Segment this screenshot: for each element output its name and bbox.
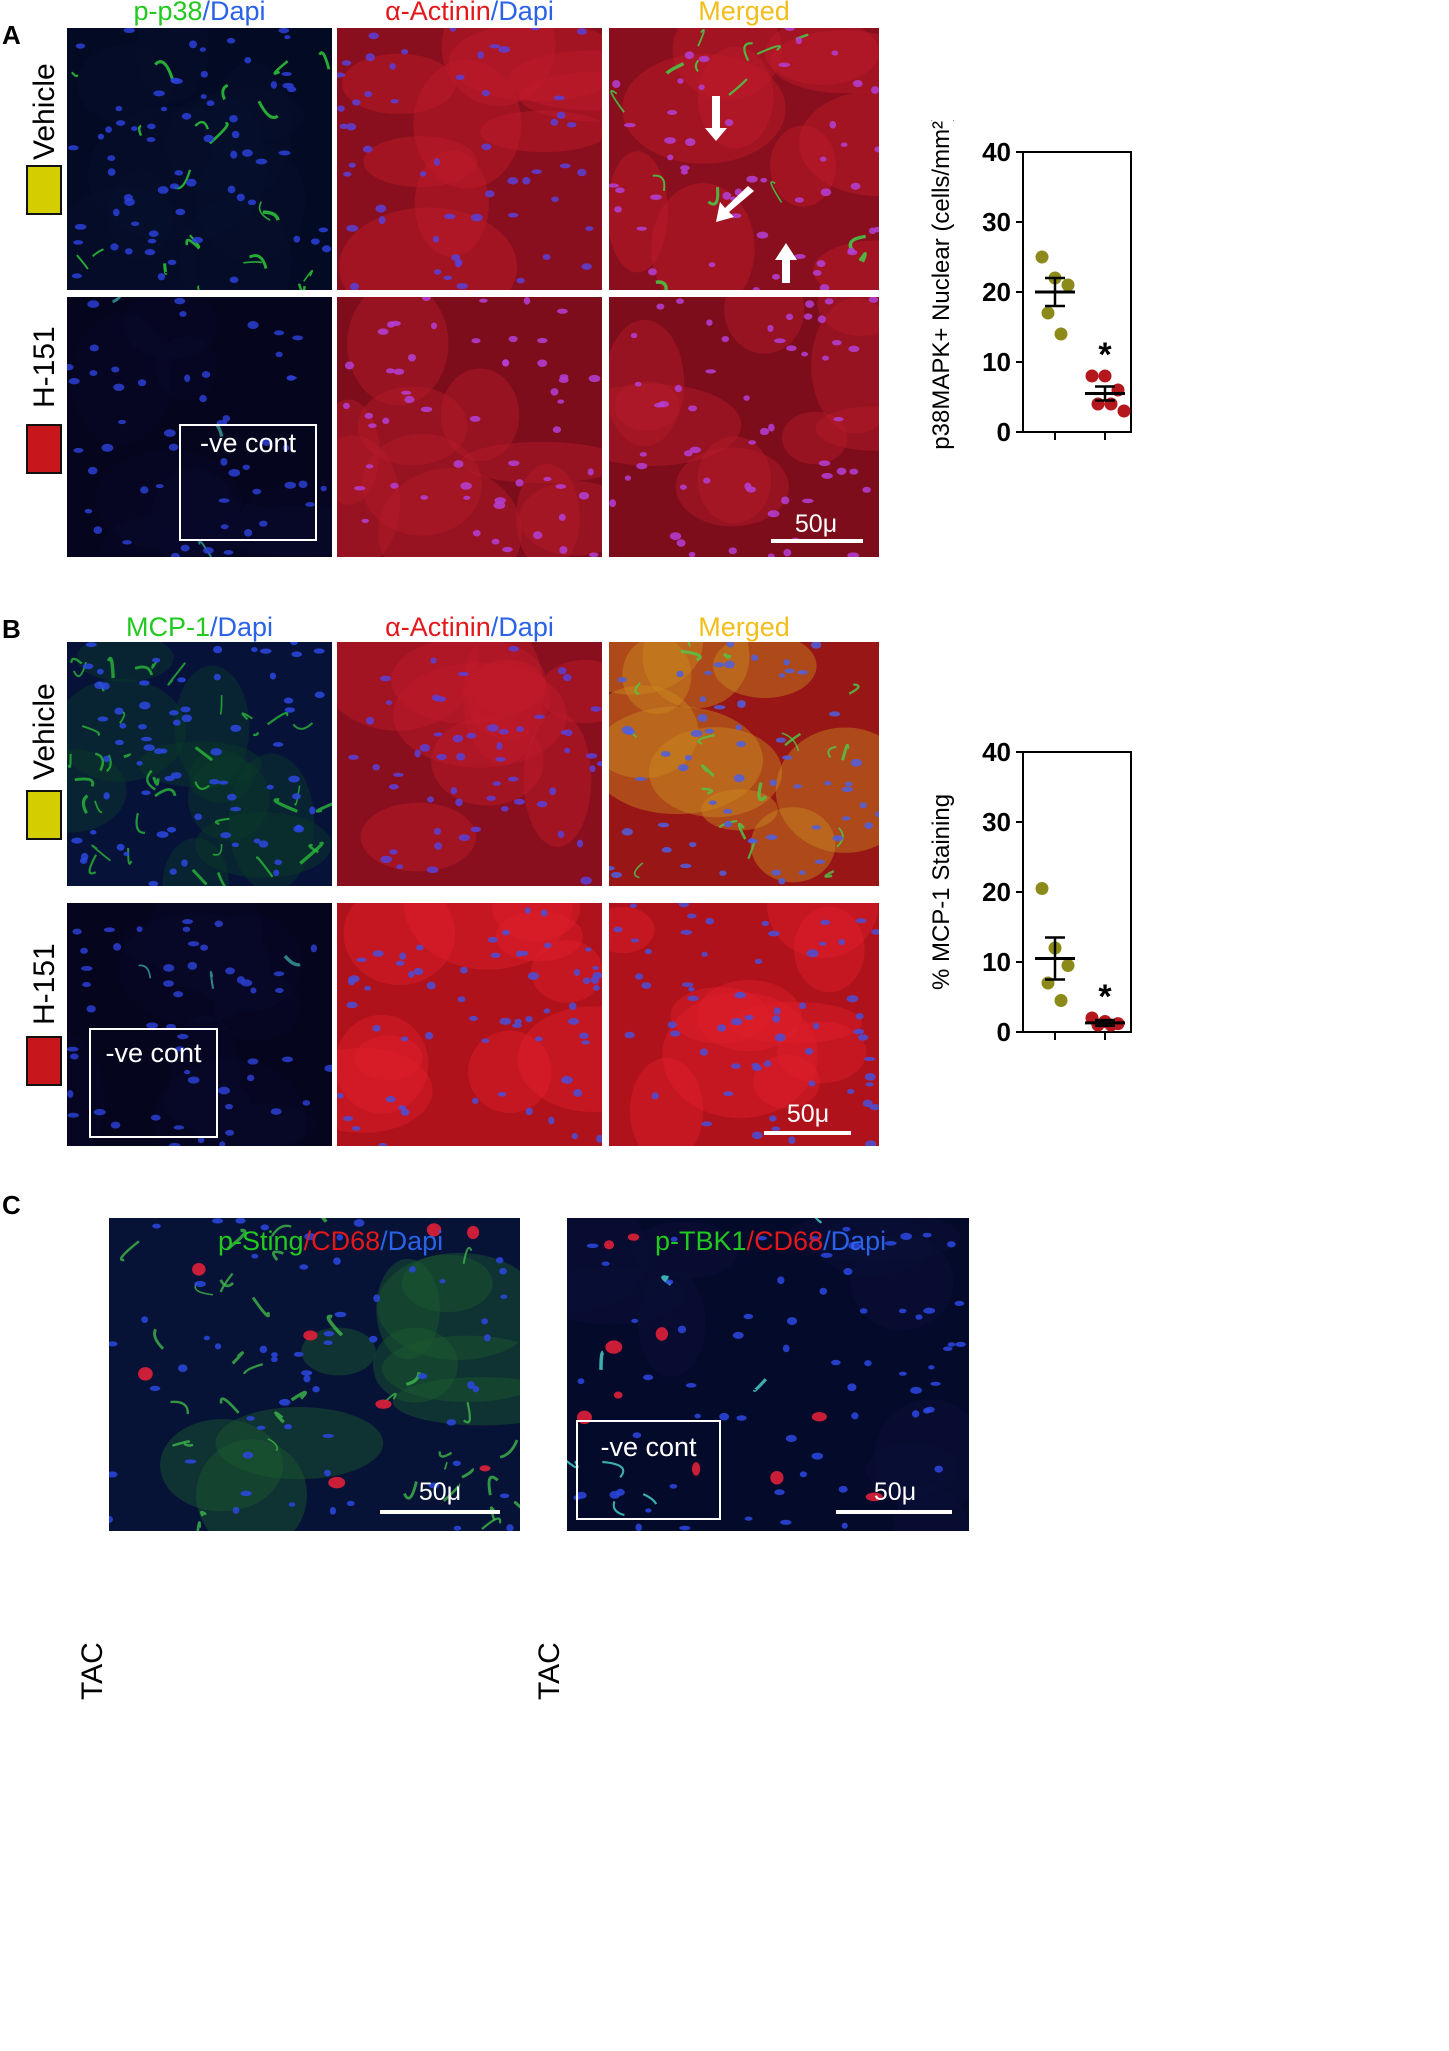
chart-b: 0 10 20 30 40 % MCP-1 Staining * xyxy=(928,737,1132,1047)
chart-a-ytick-label-3: 30 xyxy=(982,207,1011,237)
chart-a-ytick-label-4: 40 xyxy=(982,137,1011,167)
row-label-a-vehicle: Vehicle xyxy=(28,63,61,160)
chart-b-ytick-label-2: 20 xyxy=(982,877,1011,907)
micrograph-a-h151-merged xyxy=(609,297,879,557)
scale-bar-a xyxy=(771,539,863,543)
chart-a-ytick-label-1: 10 xyxy=(982,347,1011,377)
chart-b-ytick-label-0: 0 xyxy=(997,1017,1011,1047)
micrograph-c-psting xyxy=(109,1218,520,1531)
chart-a-point-0-2 xyxy=(1061,278,1075,292)
micrograph-b-vehicle-actinin xyxy=(337,642,602,886)
micrograph-b-h151-merged xyxy=(609,903,879,1146)
scale-label-c-2: 50μ xyxy=(873,1478,917,1506)
swatch-a-h151 xyxy=(26,424,62,474)
chart-a-ytick-label-2: 20 xyxy=(982,277,1011,307)
row-label-a-h151: H-151 xyxy=(28,326,61,408)
chart-b-ytick-label-3: 30 xyxy=(982,807,1011,837)
micrograph-b-h151-actinin xyxy=(337,903,602,1146)
chart-b-point-0-2 xyxy=(1061,959,1075,972)
chart-a-ytick-label-0: 0 xyxy=(997,417,1011,447)
swatch-b-h151 xyxy=(26,1036,62,1086)
column-header-a-1: p-p38/Dapi xyxy=(133,0,266,26)
negative-control-box-a: -ve cont xyxy=(179,424,317,541)
row-label-c-1: TAC xyxy=(76,1642,109,1700)
chart-a-point-0-3 xyxy=(1041,306,1055,320)
chart-b-point-0-4 xyxy=(1054,994,1068,1007)
micrograph-b-vehicle-merged xyxy=(609,642,879,886)
micrograph-b-h151-mcp1 xyxy=(67,903,332,1146)
scale-label-c-1: 50μ xyxy=(418,1478,462,1506)
column-header-b-3: Merged xyxy=(698,612,790,642)
chart-b-ytick-label-1: 10 xyxy=(982,947,1011,977)
micrograph-a-vehicle-pp38 xyxy=(67,28,332,290)
panel-letter-b: B xyxy=(2,614,21,644)
swatch-a-vehicle xyxy=(26,165,62,215)
image-title-c-1: p-Sting/CD68/Dapi xyxy=(218,1226,444,1256)
micrograph-b-vehicle-mcp1 xyxy=(67,642,332,886)
negative-control-box-b: -ve cont xyxy=(89,1028,218,1138)
chart-a-significance-1: * xyxy=(1098,336,1112,374)
chart-b-point-0-0 xyxy=(1035,882,1049,895)
chart-a-ylabel: p-p38MAPK+ Nuclear (cells/mm²) xyxy=(928,120,955,450)
micrograph-a-h151-actinin xyxy=(337,297,602,557)
chart-a-point-1-5 xyxy=(1117,404,1131,418)
micrograph-c-ptbk1 xyxy=(567,1218,969,1531)
column-header-a-3: Merged xyxy=(698,0,790,26)
column-header-b-1: MCP-1/Dapi xyxy=(125,612,274,642)
micrograph-a-h151-pp38 xyxy=(67,297,332,557)
scale-label-b: 50μ xyxy=(786,1100,830,1128)
chart-b-significance-1: * xyxy=(1098,978,1112,1016)
scale-bar-b xyxy=(764,1131,851,1135)
chart-a-point-0-0 xyxy=(1035,250,1049,264)
panel-letter-c: C xyxy=(2,1190,21,1220)
swatch-b-vehicle xyxy=(26,790,62,840)
micrograph-a-vehicle-merged xyxy=(609,28,879,290)
chart-a-point-0-4 xyxy=(1054,327,1068,341)
chart-b-ytick-label-4: 40 xyxy=(982,737,1011,767)
chart-a-point-1-1 xyxy=(1098,369,1112,383)
row-label-b-vehicle: Vehicle xyxy=(28,683,61,780)
merged-arrows xyxy=(705,96,797,283)
scale-bar-c-1 xyxy=(380,1510,500,1514)
scale-label-a: 50μ xyxy=(794,510,838,538)
column-header-b-2: α-Actinin/Dapi xyxy=(385,612,554,642)
chart-a-point-1-0 xyxy=(1085,369,1099,383)
panel-letter-a: A xyxy=(2,20,21,50)
chart-a: 0 10 20 30 40 p-p38MAPK+ Nuclear (cells/mm²) * xyxy=(928,120,1132,450)
row-label-c-2: TAC xyxy=(533,1642,566,1700)
chart-b-ylabel: % MCP-1 Staining xyxy=(928,794,955,990)
scale-bar-c-2 xyxy=(836,1510,952,1514)
column-header-a-2: α-Actinin/Dapi xyxy=(385,0,554,26)
micrograph-a-vehicle-actinin xyxy=(337,28,602,290)
row-label-b-h151: H-151 xyxy=(28,943,61,1025)
negative-control-box-c: -ve cont xyxy=(576,1420,721,1520)
image-title-c-2: p-TBK1/CD68/Dapi xyxy=(655,1226,887,1256)
